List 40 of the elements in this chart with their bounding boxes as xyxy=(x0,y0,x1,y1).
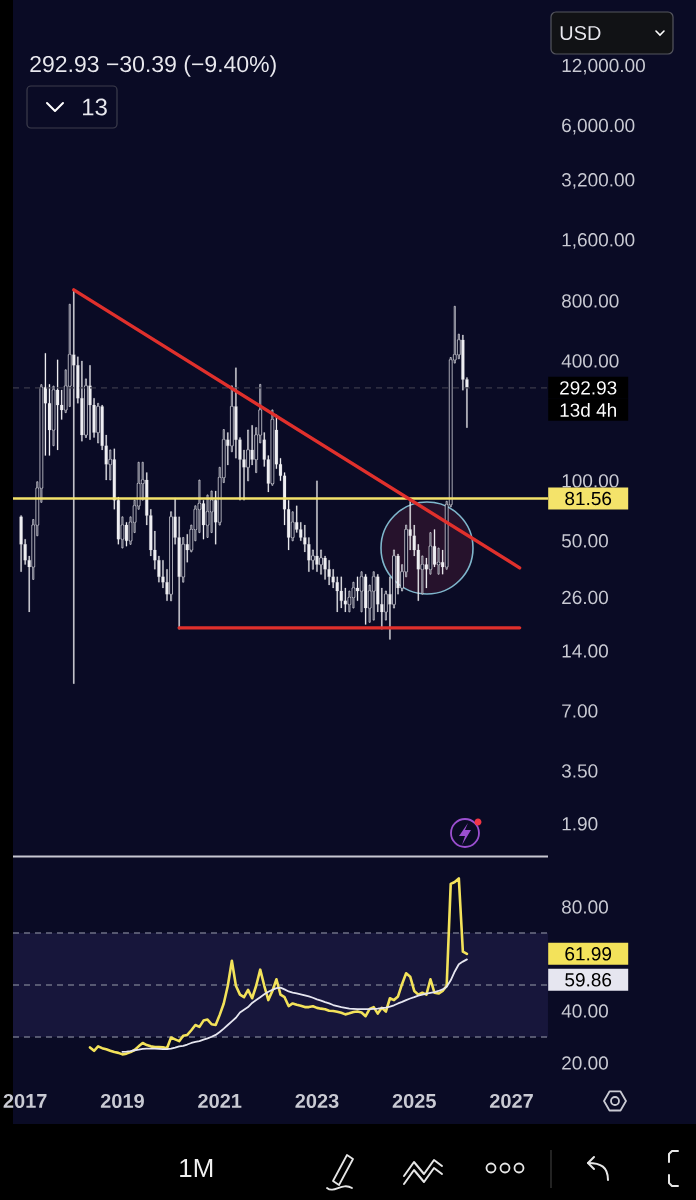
ref-line-label: 81.56 xyxy=(565,491,612,506)
text: USD xyxy=(560,25,601,41)
ref-line-label: 292.93 xyxy=(560,381,617,395)
y-tick-label: 20.00 xyxy=(562,1056,608,1070)
text: 1M xyxy=(180,1159,213,1177)
line-series xyxy=(88,877,469,1056)
text: 59.86 xyxy=(565,973,612,987)
y-tick-label: 800.00 xyxy=(562,294,619,308)
candlestick xyxy=(19,515,23,572)
y-tick-label: 26.00 xyxy=(562,590,608,605)
candlestick xyxy=(315,480,319,572)
x-tick-label: 2023 xyxy=(295,1093,339,1109)
candlestick xyxy=(80,360,84,442)
y-tick-label: 6,000.00 xyxy=(562,118,635,135)
x-tick-label: 2025 xyxy=(392,1093,436,1109)
candlestick xyxy=(371,571,376,621)
y-tick-label: 80.00 xyxy=(562,900,608,914)
y-tick-label: 3,200.00 xyxy=(561,173,635,189)
y-tick-label: 1,600.00 xyxy=(562,233,635,249)
text: 61.99 xyxy=(565,947,612,961)
annotation: 292.93 −30.39 (−9.40%) xyxy=(30,55,276,77)
y-tick-label: 100.00 xyxy=(562,474,619,488)
y-tick-label: 400.00 xyxy=(561,354,619,368)
y-tick-label: 1.90 xyxy=(562,817,598,831)
candlestick xyxy=(339,576,343,609)
annotation: 13 xyxy=(83,98,107,116)
y-tick-label: 14.00 xyxy=(562,644,608,658)
x-tick-label: 2017 xyxy=(3,1093,47,1109)
x-tick-label: 2027 xyxy=(489,1093,533,1109)
y-tick-label: 7.00 xyxy=(562,704,598,718)
candlestick xyxy=(72,289,76,684)
x-tick-label: 2021 xyxy=(198,1093,242,1109)
y-tick-label: 12,000.00 xyxy=(562,58,645,75)
y-tick-label: 3.50 xyxy=(561,764,598,778)
candlestick xyxy=(205,494,210,538)
y-tick-label: 50.00 xyxy=(561,534,608,548)
text: 13d 4h xyxy=(560,402,616,417)
y-tick-label: 40.00 xyxy=(561,1004,608,1018)
candlestick xyxy=(88,365,92,440)
x-tick-label: 2019 xyxy=(100,1093,144,1109)
